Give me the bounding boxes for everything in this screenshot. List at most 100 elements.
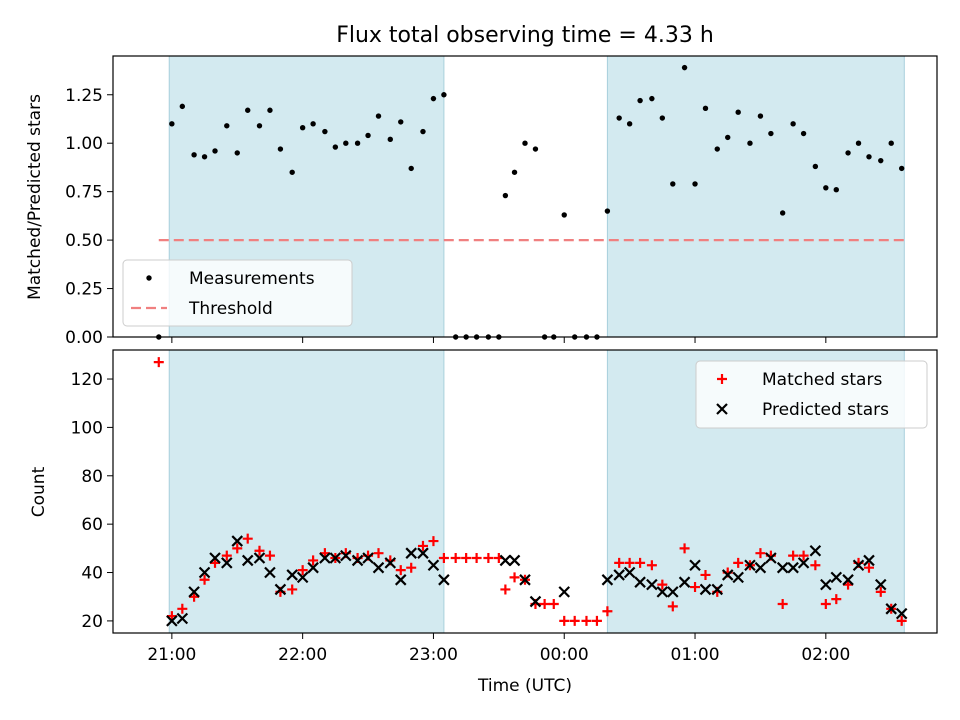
matched-star-point xyxy=(569,615,580,626)
measurement-point xyxy=(768,130,774,137)
chart-title: Flux total observing time = 4.33 h xyxy=(336,23,714,48)
legend-label: Threshold xyxy=(188,299,273,319)
measurement-point xyxy=(735,109,741,115)
x-tick-label: 23:00 xyxy=(409,645,458,665)
predicted-star-point xyxy=(296,571,309,584)
matched-star-point xyxy=(635,557,646,568)
predicted-star-point xyxy=(732,571,744,584)
predicted-star-point xyxy=(307,561,319,574)
matched-star-point xyxy=(199,574,210,585)
measurement-point xyxy=(245,107,251,113)
measurement-point xyxy=(561,212,567,218)
measurement-point xyxy=(430,95,437,102)
predicted-star-point xyxy=(885,603,897,615)
measurement-point xyxy=(681,64,688,71)
measurement-point xyxy=(310,121,316,127)
matched-star-point xyxy=(539,598,550,609)
predicted-star-point xyxy=(253,552,266,564)
matched-star-point xyxy=(591,615,602,626)
legend-label: Matched stars xyxy=(762,370,882,390)
count-panel: 20 40 60 80 100 120 21:00 22:00 23:00 00:00 01:00… xyxy=(29,349,938,696)
count-plot-frame xyxy=(112,349,938,634)
matched-star-point xyxy=(177,603,188,614)
predicted-star-point xyxy=(384,557,397,569)
measurement-point xyxy=(322,128,328,135)
measurement-point xyxy=(299,125,306,131)
matched-star-point xyxy=(483,553,494,564)
measurement-point xyxy=(408,165,414,172)
predicted-star-point xyxy=(895,607,908,620)
legend-marker-dot xyxy=(146,275,152,281)
matched-star-point xyxy=(679,543,690,554)
measurement-point xyxy=(267,107,273,113)
measurement-point xyxy=(747,140,753,146)
predicted-star-point xyxy=(508,554,521,567)
measurement-point xyxy=(637,97,643,104)
measurement-point xyxy=(604,208,611,214)
measurement-point xyxy=(420,128,426,135)
predicted-star-point xyxy=(699,583,712,596)
predicted-star-point xyxy=(765,552,777,564)
predicted-star-point xyxy=(656,586,669,598)
matched-star-point xyxy=(406,562,417,573)
matched-star-point xyxy=(896,615,907,626)
ratio-x-axis-ticks xyxy=(171,337,827,343)
predicted-star-point xyxy=(558,586,571,598)
matched-star-point xyxy=(733,557,744,568)
ratio-legend: Measurements Threshold xyxy=(122,259,353,327)
x-tick-label: 01:00 xyxy=(671,645,720,665)
measurement-point xyxy=(898,165,905,172)
measurement-point xyxy=(878,157,884,164)
matched-star-point xyxy=(820,598,831,609)
measurement-point xyxy=(256,123,263,129)
predicted-star-point xyxy=(689,559,701,572)
predicted-star-point xyxy=(667,586,679,598)
matched-star-point xyxy=(755,548,766,559)
matched-star-point xyxy=(232,543,243,554)
matched-star-point xyxy=(788,550,799,561)
x-tick-label: 22:00 xyxy=(278,645,327,665)
measurement-point xyxy=(855,140,862,146)
y-tick-label: 20 xyxy=(81,612,103,632)
predicted-star-point xyxy=(601,574,614,586)
matched-star-point xyxy=(509,572,520,583)
matched-star-point xyxy=(471,553,482,564)
matched-star-point xyxy=(614,557,625,568)
measurement-point xyxy=(234,150,240,156)
matched-star-point xyxy=(667,601,678,612)
predicted-star-point xyxy=(231,535,244,547)
predicted-star-point xyxy=(286,569,298,581)
predicted-star-point xyxy=(438,574,450,586)
matched-star-point xyxy=(450,553,461,564)
predicted-star-point xyxy=(372,561,385,574)
predicted-star-point xyxy=(188,586,200,598)
measurement-point xyxy=(659,115,666,121)
count-data xyxy=(153,357,908,627)
predicted-star-point xyxy=(264,566,276,579)
time-x-axis: 21:00 22:00 23:00 00:00 01:00 02:00 xyxy=(147,633,850,665)
legend-marker-plus xyxy=(717,374,727,384)
legend-marker-x xyxy=(716,403,728,415)
count-y-axis-label: Count xyxy=(29,466,49,517)
y-tick-label: 40 xyxy=(81,564,103,584)
measurement-point xyxy=(845,150,851,156)
predicted-star-point xyxy=(809,544,822,557)
predicted-star-point xyxy=(166,615,178,627)
measurement-point xyxy=(191,152,197,158)
matched-star-point xyxy=(624,557,635,568)
predicted-star-point xyxy=(198,566,211,579)
ratio-data xyxy=(156,64,905,340)
matched-star-point xyxy=(242,533,253,544)
predicted-star-point xyxy=(787,561,799,574)
predicted-star-point xyxy=(797,557,810,569)
measurement-point xyxy=(692,181,698,187)
predicted-star-point xyxy=(417,547,429,559)
measurement-point xyxy=(343,140,349,146)
predicted-star-point xyxy=(852,559,865,572)
measurement-point xyxy=(201,154,208,160)
predicted-star-point xyxy=(754,561,767,574)
predicted-star-point xyxy=(519,574,531,586)
measurement-point xyxy=(649,95,655,102)
predicted-star-point xyxy=(874,578,887,591)
matched-star-point xyxy=(221,550,232,561)
